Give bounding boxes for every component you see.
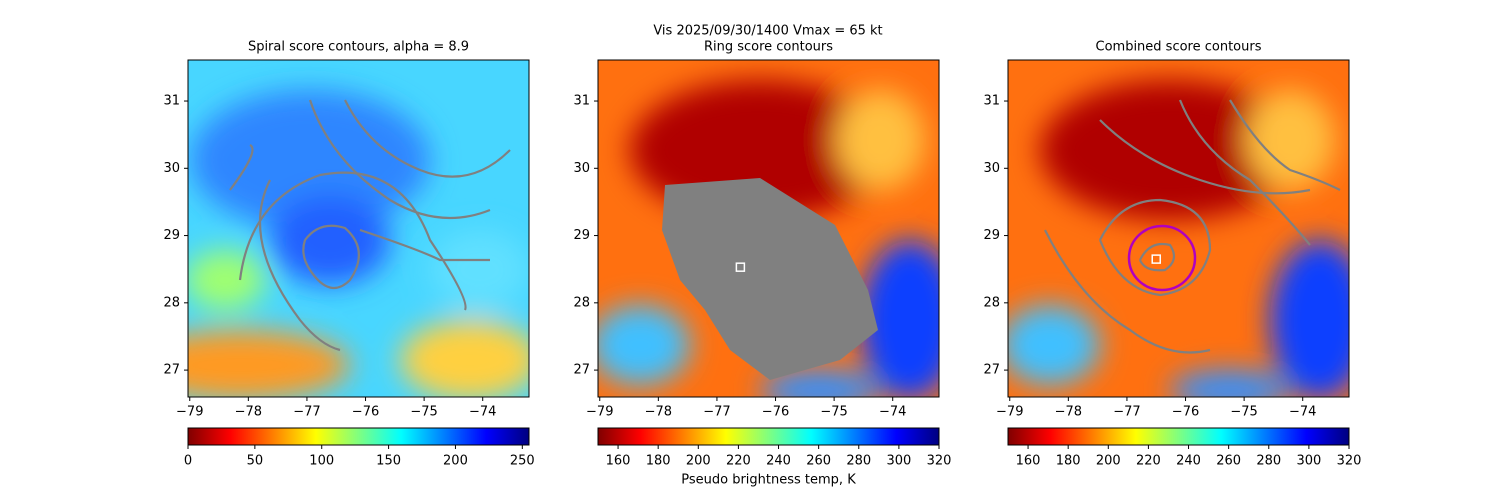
colorbar-tick-label: 220 xyxy=(726,454,751,469)
x-tick-label: −75 xyxy=(820,405,847,420)
colorbar-tick-label: 300 xyxy=(1296,454,1321,469)
colorbar-tick-label: 0 xyxy=(184,454,192,469)
y-tick-label: 28 xyxy=(573,295,590,310)
colorbar-tick-label: 220 xyxy=(1136,454,1161,469)
y-tick-label: 29 xyxy=(983,228,1000,243)
colorbar-tick-label: 240 xyxy=(766,454,791,469)
colorbar-tick-label: 160 xyxy=(606,454,631,469)
x-tick-label: −77 xyxy=(293,405,320,420)
y-tick-label: 28 xyxy=(163,295,180,310)
x-tick-label: −77 xyxy=(1113,405,1140,420)
x-tick-label: −75 xyxy=(1230,405,1257,420)
axes-frame xyxy=(187,59,530,398)
x-tick-label: −76 xyxy=(1172,405,1199,420)
x-tick-label: −78 xyxy=(1055,405,1082,420)
panel-title: Combined score contours xyxy=(1096,40,1262,55)
colorbar-tick-label: 180 xyxy=(1056,454,1081,469)
x-tick-label: −74 xyxy=(879,405,906,420)
colorbar-tick-label: 150 xyxy=(376,454,401,469)
y-tick-label: 30 xyxy=(983,161,1000,176)
colorbar-label: Pseudo brightness temp, K xyxy=(681,473,856,488)
colorbar-tick-label: 200 xyxy=(443,454,468,469)
y-tick-label: 27 xyxy=(163,363,180,378)
colorbar-tick-label: 280 xyxy=(1256,454,1281,469)
y-tick-label: 31 xyxy=(983,94,1000,109)
x-tick-label: −74 xyxy=(1289,405,1316,420)
y-tick-label: 31 xyxy=(163,94,180,109)
colorbar-tick-label: 50 xyxy=(247,454,264,469)
y-tick-label: 29 xyxy=(163,228,180,243)
axes-frame xyxy=(597,59,940,398)
y-tick-label: 28 xyxy=(983,295,1000,310)
image-panel-2 xyxy=(598,60,939,397)
colorbar-tick-label: 240 xyxy=(1176,454,1201,469)
colorbar xyxy=(597,427,940,446)
x-tick-label: −79 xyxy=(176,405,203,420)
suptitle: Vis 2025/09/30/1400 Vmax = 65 kt xyxy=(653,24,882,39)
y-tick-label: 31 xyxy=(573,94,590,109)
y-tick-label: 27 xyxy=(983,363,1000,378)
colorbar-tick-label: 320 xyxy=(1337,454,1362,469)
colorbar-tick-label: 180 xyxy=(646,454,671,469)
colorbar-tick-label: 100 xyxy=(309,454,334,469)
y-tick-label: 29 xyxy=(573,228,590,243)
colorbar-tick-label: 300 xyxy=(886,454,911,469)
colorbar xyxy=(187,427,530,446)
center-marker xyxy=(735,262,746,272)
y-tick-label: 30 xyxy=(573,161,590,176)
colorbar-tick-label: 280 xyxy=(846,454,871,469)
panel-title: Ring score contours xyxy=(704,40,833,55)
x-tick-label: −74 xyxy=(469,405,496,420)
x-tick-label: −77 xyxy=(703,405,730,420)
x-tick-label: −76 xyxy=(762,405,789,420)
panel-title: Spiral score contours, alpha = 8.9 xyxy=(248,40,469,55)
y-tick-label: 30 xyxy=(163,161,180,176)
colorbar-tick-label: 260 xyxy=(806,454,831,469)
x-tick-label: −79 xyxy=(996,405,1023,420)
colorbar-tick-label: 320 xyxy=(927,454,952,469)
x-tick-label: −79 xyxy=(586,405,613,420)
y-tick-label: 27 xyxy=(573,363,590,378)
colorbar xyxy=(1007,427,1350,446)
image-panel-3 xyxy=(1008,60,1349,397)
x-tick-label: −75 xyxy=(410,405,437,420)
colorbar-tick-label: 250 xyxy=(510,454,535,469)
colorbar-tick-label: 200 xyxy=(1096,454,1121,469)
colorbar-tick-label: 260 xyxy=(1216,454,1241,469)
image-panel-1 xyxy=(188,60,529,397)
x-tick-label: −76 xyxy=(352,405,379,420)
colorbar-tick-label: 200 xyxy=(686,454,711,469)
x-tick-label: −78 xyxy=(645,405,672,420)
colorbar-tick-label: 160 xyxy=(1016,454,1041,469)
x-tick-label: −78 xyxy=(235,405,262,420)
axes-frame xyxy=(1007,59,1350,398)
center-marker xyxy=(1151,254,1161,264)
